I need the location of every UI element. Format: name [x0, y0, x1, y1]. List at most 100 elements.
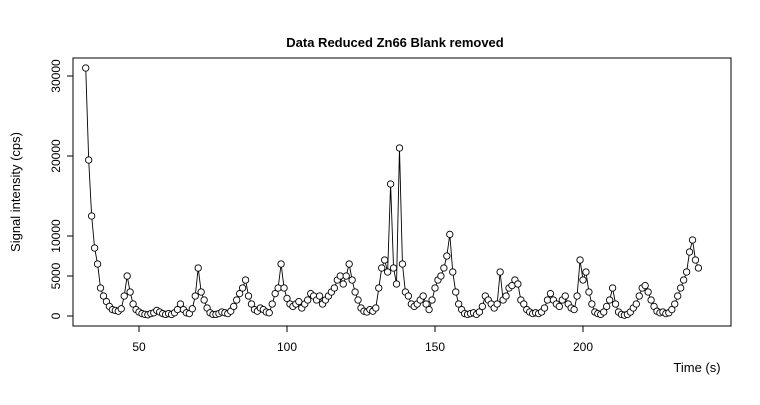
data-point	[603, 302, 611, 311]
x-axis-title: Time (s)	[673, 360, 720, 375]
data-point	[85, 156, 93, 164]
data-point	[336, 272, 344, 280]
data-point	[120, 292, 128, 300]
data-point	[576, 256, 584, 264]
data-point	[342, 272, 350, 280]
data-point	[392, 280, 401, 288]
data-point	[244, 292, 253, 300]
data-point	[422, 300, 430, 308]
data-point	[475, 308, 484, 316]
data-point	[641, 281, 649, 290]
data-point	[431, 284, 439, 292]
data-point	[123, 272, 131, 280]
data-point	[428, 296, 436, 304]
data-point	[93, 260, 102, 268]
data-point	[452, 288, 460, 296]
data-point	[520, 300, 528, 308]
data-point	[87, 212, 96, 220]
data-point	[383, 268, 392, 276]
data-point	[129, 300, 137, 308]
data-point	[378, 264, 386, 272]
data-point	[688, 236, 697, 244]
data-point	[271, 289, 279, 298]
data-point	[386, 180, 395, 188]
data-point	[493, 300, 501, 308]
data-point	[241, 276, 250, 284]
data-point	[546, 289, 555, 298]
data-point	[295, 297, 303, 306]
data-point	[496, 268, 504, 276]
data-point	[455, 300, 463, 308]
data-point	[685, 248, 694, 256]
data-point	[668, 305, 676, 314]
data-point	[96, 284, 105, 292]
y-tick-label: 20000	[49, 139, 63, 173]
data-point	[404, 292, 413, 300]
y-tick-label: 30000	[49, 59, 63, 93]
data-point	[647, 296, 655, 304]
data-point	[351, 288, 359, 296]
data-point	[605, 296, 614, 304]
data-point	[579, 276, 587, 284]
data-point	[381, 256, 389, 264]
data-point	[176, 300, 185, 308]
data-point	[99, 292, 108, 300]
data-point	[502, 292, 510, 300]
y-tick-label: 10000	[49, 219, 63, 253]
data-point	[585, 288, 593, 296]
data-point	[274, 284, 282, 292]
data-point	[608, 284, 617, 292]
data-point	[398, 260, 407, 268]
data-point	[197, 288, 205, 296]
data-point	[691, 256, 700, 264]
data-point	[265, 309, 273, 317]
data-point	[437, 272, 445, 280]
data-point	[600, 308, 608, 316]
data-point	[304, 296, 312, 304]
data-point	[694, 264, 703, 272]
chart-title: Data Reduced Zn66 Blank removed	[286, 35, 504, 50]
data-point	[233, 296, 241, 304]
data-point	[389, 264, 398, 272]
data-point	[588, 300, 596, 308]
x-tick-label: 100	[277, 340, 297, 354]
x-tick-label: 200	[573, 340, 593, 354]
data-point	[573, 292, 581, 300]
y-tick-label: 5000	[49, 262, 63, 289]
plot-frame	[72, 57, 732, 327]
data-point	[555, 302, 563, 311]
data-point	[611, 300, 620, 308]
data-point	[635, 292, 643, 300]
x-tick-label: 150	[425, 340, 445, 354]
data-point	[345, 260, 353, 268]
data-point	[230, 302, 238, 311]
data-point	[443, 252, 451, 260]
data-point	[268, 300, 276, 308]
data-point	[283, 294, 291, 303]
data-point	[117, 305, 125, 313]
data-point	[677, 284, 685, 292]
data-point	[188, 305, 196, 313]
data-point	[679, 276, 688, 284]
data-point	[440, 264, 448, 272]
data-point	[191, 292, 199, 300]
x-tick-label: 50	[132, 340, 146, 354]
data-point	[354, 296, 362, 304]
data-point	[339, 280, 347, 288]
y-axis-title: Signal intensity (cps)	[8, 132, 23, 252]
data-point	[82, 64, 90, 72]
data-point	[671, 300, 679, 308]
data-point	[478, 302, 487, 311]
data-point	[419, 292, 427, 300]
series-line	[85, 67, 699, 316]
data-point	[238, 284, 247, 292]
data-point	[375, 284, 383, 292]
data-point	[582, 268, 590, 276]
data-point	[644, 288, 652, 296]
data-point	[280, 284, 288, 292]
data-point	[126, 288, 134, 296]
data-point	[90, 244, 99, 252]
data-point	[570, 305, 578, 314]
